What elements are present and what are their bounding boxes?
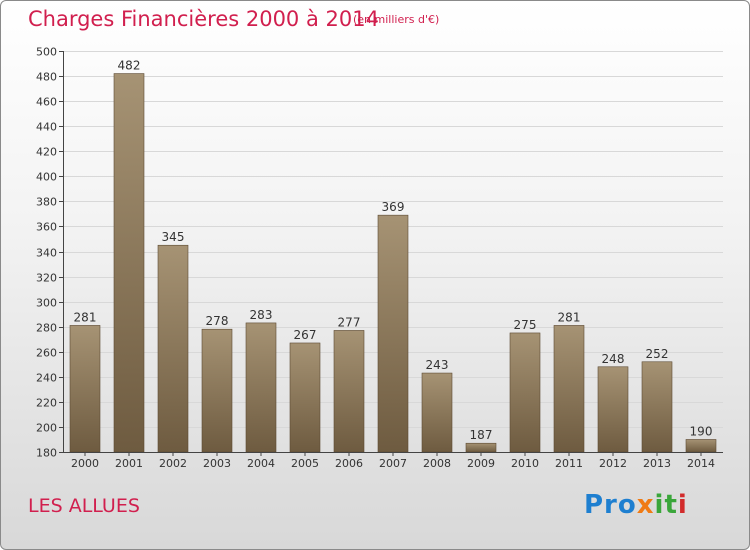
- data-label: 190: [690, 424, 713, 438]
- y-tick-label: 240: [36, 372, 57, 385]
- x-tick-label: 2007: [379, 457, 407, 470]
- y-tick-label: 380: [36, 196, 57, 209]
- bar: [685, 439, 717, 453]
- x-tick-label: 2002: [159, 457, 187, 470]
- x-tick-label: 2005: [291, 457, 319, 470]
- bar: [509, 332, 541, 453]
- x-tick-label: 2010: [511, 457, 539, 470]
- y-tick-label: 420: [36, 146, 57, 159]
- x-tick-label: 2001: [115, 457, 143, 470]
- x-tick-label: 2011: [555, 457, 583, 470]
- logo-part: x: [636, 490, 655, 520]
- x-tick-label: 2012: [599, 457, 627, 470]
- y-tick-label: 440: [36, 121, 57, 134]
- bar: [157, 244, 189, 453]
- data-label: 243: [426, 358, 449, 372]
- data-label: 369: [382, 200, 405, 214]
- commune-name: LES ALLUES: [28, 495, 140, 517]
- data-label: 345: [162, 230, 185, 244]
- data-label: 252: [646, 347, 669, 361]
- y-tick-label: 500: [36, 46, 57, 59]
- bar: [69, 325, 101, 453]
- logo-part: Pro: [584, 490, 637, 520]
- y-tick-label: 400: [36, 171, 57, 184]
- x-tick-label: 2000: [71, 457, 99, 470]
- bar: [289, 342, 321, 453]
- data-label: 281: [558, 310, 581, 324]
- chart-title: Charges Financières 2000 à 2014: [28, 7, 379, 31]
- logo-part: i: [677, 490, 688, 520]
- bars: 281 482 345 278 283 267 277 369 243 187 275 281 248 2…: [69, 59, 717, 453]
- data-label: 482: [118, 59, 141, 73]
- data-label: 248: [602, 352, 625, 366]
- bar: [377, 214, 409, 453]
- x-tick-label: 2009: [467, 457, 495, 470]
- y-tick-label: 260: [36, 347, 57, 360]
- data-label: 277: [338, 315, 361, 329]
- y-tick-label: 200: [36, 422, 57, 435]
- data-label: 281: [74, 310, 97, 324]
- y-tick-label: 360: [36, 221, 57, 234]
- axes: 180 200 220 240 260 280 300 320 340 360 380 400 420 4…: [36, 46, 723, 470]
- data-label: 187: [470, 428, 493, 442]
- bar: [113, 73, 145, 453]
- x-tick-label: 2006: [335, 457, 363, 470]
- y-tick-label: 460: [36, 96, 57, 109]
- x-tick-label: 2008: [423, 457, 451, 470]
- y-tick-label: 220: [36, 397, 57, 410]
- chart-subtitle: (en milliers d'€): [353, 13, 440, 26]
- data-label: 267: [294, 328, 317, 342]
- bar: [245, 322, 277, 453]
- bar: [553, 325, 585, 453]
- bar: [465, 442, 497, 453]
- y-tick-label: 180: [36, 447, 57, 460]
- data-label: 275: [514, 318, 537, 332]
- bar: [201, 328, 233, 453]
- y-tick-label: 480: [36, 71, 57, 84]
- y-tick-label: 320: [36, 272, 57, 285]
- proxiti-logo: Proxiti: [584, 490, 688, 520]
- x-tick-label: 2004: [247, 457, 275, 470]
- bar: [421, 372, 453, 453]
- x-tick-label: 2013: [643, 457, 671, 470]
- bar: [333, 330, 365, 453]
- logo-part: it: [654, 490, 678, 520]
- bar: [597, 366, 629, 453]
- y-tick-label: 300: [36, 297, 57, 310]
- y-tick-label: 280: [36, 322, 57, 335]
- data-label: 278: [206, 314, 229, 328]
- x-tick-label: 2003: [203, 457, 231, 470]
- bar: [641, 361, 673, 453]
- data-label: 283: [250, 308, 273, 322]
- x-tick-label: 2014: [687, 457, 715, 470]
- y-tick-label: 340: [36, 247, 57, 260]
